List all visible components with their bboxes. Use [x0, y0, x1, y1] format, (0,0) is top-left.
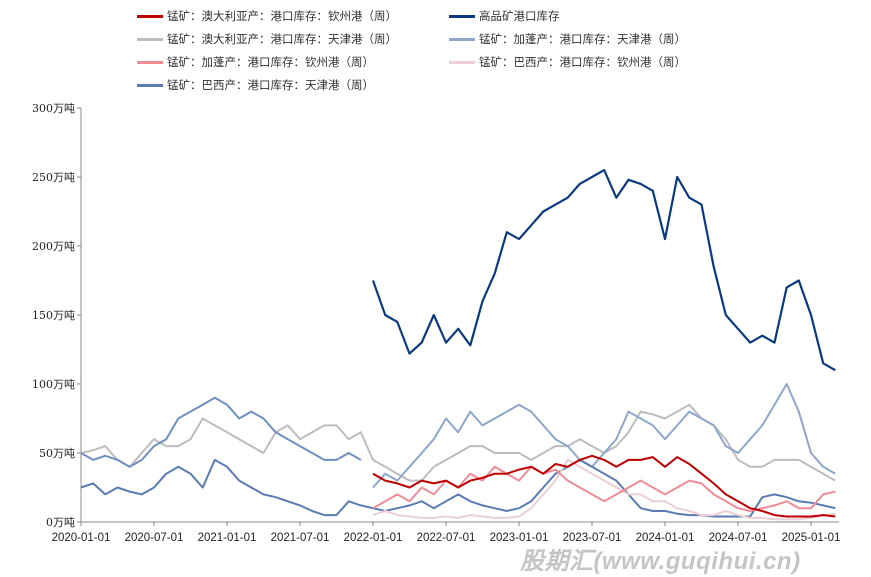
legend-swatch: [137, 37, 163, 41]
legend-swatch: [449, 14, 475, 18]
legend-item: 锰矿：巴西产：港口库存：天津港（周）: [137, 77, 374, 93]
legend-label: 锰矿：澳大利亚产：港口库存：钦州港（周）: [167, 9, 397, 23]
legend-swatch: [449, 37, 475, 41]
x-tick-label: 2024-07-01: [709, 532, 768, 544]
legend-label: 锰矿：加蓬产：港口库存：天津港（周）: [479, 32, 686, 46]
x-tick-label: 2023-01-01: [490, 532, 549, 544]
series-line-7: [80, 396, 362, 468]
legend-item: 锰矿：澳大利亚产：港口库存：天津港（周）: [137, 31, 397, 47]
legend-label: 锰矿：巴西产：港口库存：钦州港（周）: [479, 55, 686, 69]
x-tick-label: 2024-01-01: [636, 532, 695, 544]
x-tick-label: 2021-01-01: [198, 532, 257, 544]
legend-item: 锰矿：巴西产：港口库存：钦州港（周）: [449, 54, 686, 70]
y-tick-label: 0万吨: [46, 516, 75, 529]
legend-swatch: [449, 60, 475, 64]
x-tick-label: 2025-01-01: [782, 532, 841, 544]
series-line-2: [80, 403, 836, 482]
y-tick-label: 100万吨: [32, 378, 75, 391]
y-tick-label: 200万吨: [32, 240, 75, 253]
series-line-3: [372, 383, 836, 489]
legend-item: 锰矿：澳大利亚产：港口库存：钦州港（周）: [137, 8, 397, 24]
legend-item: 锰矿：加蓬产：港口库存：钦州港（周）: [137, 54, 374, 70]
x-tick-label: 2020-07-01: [125, 532, 184, 544]
series-line-5: [372, 458, 836, 521]
legend-label: 锰矿：澳大利亚产：港口库存：天津港（周）: [167, 32, 397, 46]
series-line-0: [372, 454, 836, 518]
y-tick-label: 50万吨: [39, 447, 75, 460]
y-tick-label: 150万吨: [32, 309, 75, 322]
legend-label: 高品矿港口库存: [479, 9, 560, 23]
x-tick-label: 2021-07-01: [271, 532, 330, 544]
x-tick-label: 2022-07-01: [417, 532, 476, 544]
series-line-1: [371, 169, 836, 372]
x-tick-label: 2023-07-01: [563, 532, 622, 544]
y-tick-label: 300万吨: [32, 102, 75, 115]
legend-swatch: [137, 83, 163, 87]
legend-label: 锰矿：巴西产：港口库存：天津港（周）: [167, 78, 374, 92]
x-tick-label: 2020-01-01: [52, 532, 111, 544]
legend-swatch: [137, 14, 163, 18]
legend-label: 锰矿：加蓬产：港口库存：钦州港（周）: [167, 55, 374, 69]
legend-item: 高品矿港口库存: [449, 8, 560, 24]
y-tick-label: 250万吨: [32, 171, 75, 184]
watermark: 股期汇(www.guqihui.cn): [520, 548, 801, 575]
x-tick-label: 2022-01-01: [344, 532, 403, 544]
legend-swatch: [137, 60, 163, 64]
legend-item: 锰矿：加蓬产：港口库存：天津港（周）: [449, 31, 686, 47]
